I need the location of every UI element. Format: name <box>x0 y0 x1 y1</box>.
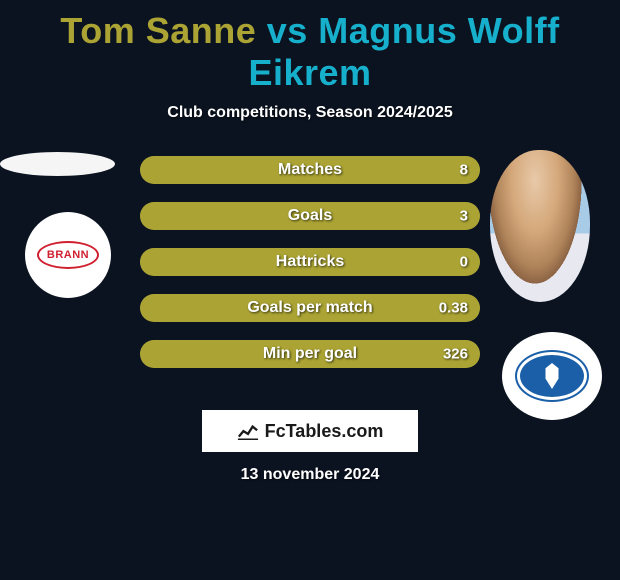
stat-row: Goals per match 0.38 <box>140 294 480 322</box>
stat-label: Hattricks <box>276 253 344 271</box>
stat-value-right: 8 <box>460 162 468 179</box>
watermark-text: FcTables.com <box>265 421 384 442</box>
stat-value-right: 326 <box>443 346 468 363</box>
stat-row: Min per goal 326 <box>140 340 480 368</box>
player1-name: Tom Sanne <box>60 10 256 51</box>
stat-bars: Matches 8 Goals 3 Hattricks 0 Goals per match 0… <box>140 156 480 386</box>
watermark: FcTables.com <box>202 410 418 452</box>
vs-text: vs <box>256 10 318 51</box>
stat-row: Goals 3 <box>140 202 480 230</box>
stat-value-right: 0 <box>460 254 468 271</box>
stat-row: Hattricks 0 <box>140 248 480 276</box>
molde-logo-badge <box>517 352 587 400</box>
player1-avatar <box>0 152 115 176</box>
fctables-icon <box>237 422 259 440</box>
stat-row: Matches 8 <box>140 156 480 184</box>
player2-avatar <box>490 150 590 302</box>
player1-club-logo: BRANN <box>25 212 111 298</box>
brann-logo-text: BRANN <box>37 241 99 269</box>
stat-value-right: 3 <box>460 208 468 225</box>
stat-label: Goals <box>288 207 332 225</box>
page-title: Tom Sanne vs Magnus Wolff Eikrem <box>0 0 620 94</box>
stat-label: Min per goal <box>263 345 357 363</box>
stat-label: Matches <box>278 161 342 179</box>
date-text: 13 november 2024 <box>241 466 380 484</box>
subtitle: Club competitions, Season 2024/2025 <box>0 104 620 122</box>
stat-label: Goals per match <box>247 299 372 317</box>
stat-value-right: 0.38 <box>439 300 468 317</box>
comparison-panel: BRANN Matches 8 Goals 3 Hattricks 0 Goals per … <box>0 122 620 492</box>
player2-club-logo <box>502 332 602 420</box>
